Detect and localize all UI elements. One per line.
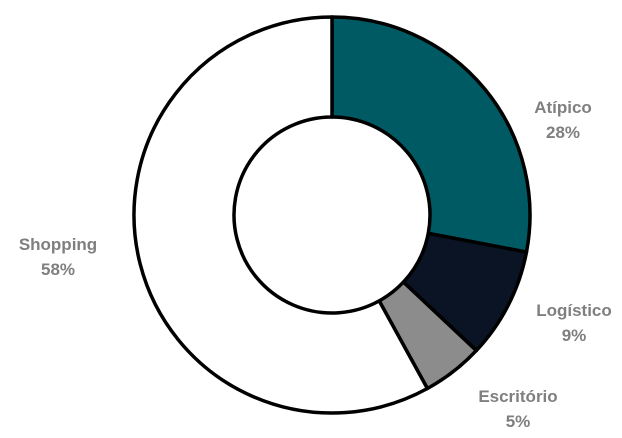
value-label-shopping: 58%: [41, 260, 75, 279]
value-label-atipico: 28%: [546, 123, 580, 142]
chart-slices: [132, 15, 532, 415]
slice-shopping: [132, 15, 430, 415]
label-logistico: Logístico: [536, 301, 612, 320]
chart-labels: Atípico 28% Logístico 9% Escritório 5% Shoppin…: [19, 98, 612, 431]
label-shopping: Shopping: [19, 235, 97, 254]
label-atipico: Atípico: [534, 98, 592, 117]
value-label-escritorio: 5%: [506, 412, 531, 431]
slice-atipico: [330, 15, 532, 254]
label-escritorio: Escritório: [478, 387, 557, 406]
value-label-logistico: 9%: [562, 326, 587, 345]
